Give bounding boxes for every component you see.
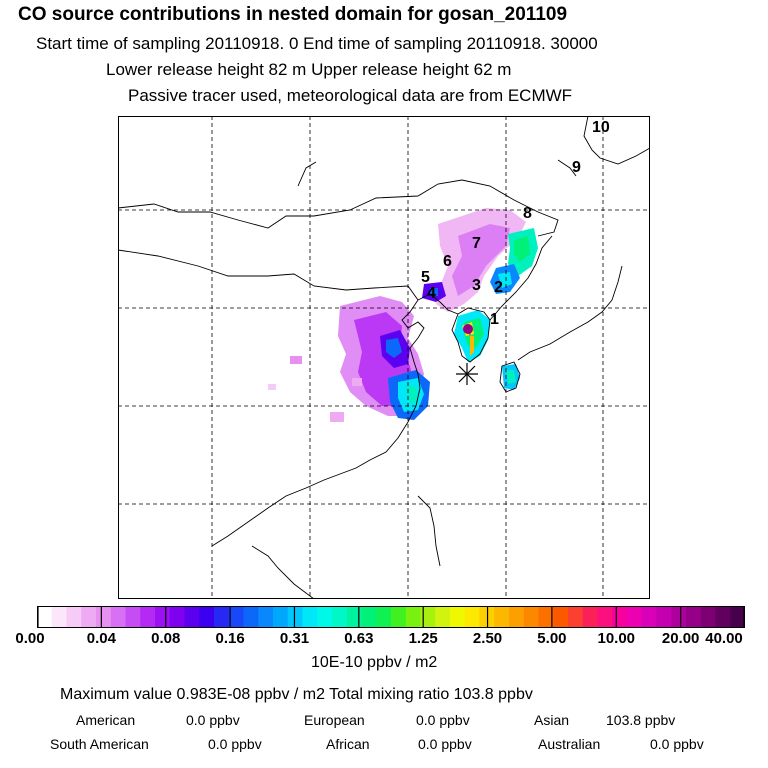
colorbar-swatch — [686, 606, 702, 628]
colorbar-swatch — [627, 606, 643, 628]
trajectory-labels: 1 2 3 4 5 6 7 8 9 10 — [421, 119, 610, 328]
colorbar-swatch — [435, 606, 451, 628]
colorbar-swatch — [169, 606, 185, 628]
colorbar-swatch — [494, 606, 510, 628]
release-height-line: Lower release height 82 m Upper release … — [106, 60, 512, 79]
colorbar-swatch — [66, 606, 82, 628]
colorbar-swatch — [582, 606, 598, 628]
colorbar-swatch — [420, 606, 436, 628]
colorbar-swatch — [37, 606, 53, 628]
colorbar-swatch — [184, 606, 200, 628]
colorbar-swatch — [700, 606, 716, 628]
colorbar-swatch — [730, 606, 745, 628]
colorbar-swatch — [140, 606, 156, 628]
sampling-time-line: Start time of sampling 20110918. 0 End t… — [36, 34, 598, 53]
colorbar-swatch — [317, 606, 333, 628]
figure-title: CO source contributions in nested domain… — [18, 4, 568, 25]
colorbar-swatch — [671, 606, 687, 628]
colorbar-tick-label: 2.50 — [472, 630, 503, 647]
colorbar-border — [37, 606, 745, 628]
colorbar-swatch — [273, 606, 289, 628]
colorbar-swatch — [450, 606, 466, 628]
colorbar-tick-label: 20.00 — [661, 630, 700, 647]
colorbar-swatch — [538, 606, 554, 628]
receptor-asterisk-marker — [456, 363, 478, 385]
region-south-american-label: South American — [50, 736, 149, 752]
region-south-american-value: 0.0 ppbv — [208, 736, 262, 752]
colorbar-swatch — [199, 606, 215, 628]
map-panel: 1 2 3 4 5 6 7 8 9 10 — [118, 116, 650, 599]
colorbar-swatch — [361, 606, 377, 628]
colorbar-swatch — [405, 606, 421, 628]
colorbar-tick-label: 0.08 — [151, 630, 181, 647]
colorbar-tick-label: 5.00 — [537, 630, 567, 647]
colorbar-swatch — [376, 606, 392, 628]
lat-lon-grid — [118, 116, 650, 599]
region-european-label: European — [304, 712, 365, 728]
colorbar-swatch — [258, 606, 274, 628]
region-european-value: 0.0 ppbv — [416, 712, 470, 728]
colorbar-swatch — [641, 606, 657, 628]
traj-label-8: 8 — [523, 205, 532, 222]
colorbar-swatch — [509, 606, 525, 628]
colorbar-swatch — [597, 606, 613, 628]
traj-label-9: 9 — [572, 159, 581, 176]
traj-label-4: 4 — [427, 285, 436, 302]
colorbar-swatch — [51, 606, 67, 628]
region-asian-value: 103.8 ppbv — [606, 712, 676, 728]
colorbar-swatch — [81, 606, 97, 628]
region-african-value: 0.0 ppbv — [418, 736, 472, 752]
region-african-label: African — [326, 736, 370, 752]
colorbar-tick-label: 0.16 — [215, 630, 245, 647]
tracer-info-line: Passive tracer used, meteorological data… — [128, 86, 573, 105]
colorbar-swatch — [715, 606, 731, 628]
colorbar — [37, 606, 745, 628]
colorbar-swatch — [214, 606, 230, 628]
colorbar-swatch — [523, 606, 539, 628]
colorbar-swatch — [110, 606, 126, 628]
colorbar-swatch — [612, 606, 628, 628]
region-american-label: American — [76, 712, 136, 728]
colorbar-tick-label: 0.31 — [279, 630, 310, 647]
colorbar-tick-label: 0.63 — [344, 630, 374, 647]
colorbar-units: 10E-10 ppbv / m2 — [311, 654, 438, 671]
traj-label-2: 2 — [494, 279, 503, 296]
max-value-line: Maximum value 0.983E-08 ppbv / m2 Total … — [60, 686, 533, 703]
colorbar-swatch — [553, 606, 569, 628]
colorbar-swatch — [346, 606, 362, 628]
colorbar-tick-label: 0.00 — [15, 630, 45, 647]
coastlines — [118, 116, 650, 599]
colorbar-swatch — [464, 606, 480, 628]
traj-label-5: 5 — [421, 269, 430, 286]
colorbar-swatch — [155, 606, 171, 628]
traj-label-7: 7 — [472, 235, 481, 252]
traj-label-10: 10 — [592, 119, 610, 136]
traj-label-3: 3 — [472, 277, 481, 294]
colorbar-swatch — [391, 606, 407, 628]
colorbar-swatch — [656, 606, 672, 628]
colorbar-swatch — [125, 606, 141, 628]
region-australian-label: Australian — [538, 736, 601, 752]
colorbar-swatch — [287, 606, 303, 628]
colorbar-swatch — [96, 606, 112, 628]
colorbar-tick-row: 0.00 0.04 0.08 0.16 0.31 0.63 1.25 2.50 5.00 10.0… — [0, 630, 768, 654]
region-asian-label: Asian — [534, 712, 570, 728]
traj-label-6: 6 — [443, 253, 452, 270]
colorbar-swatch — [228, 606, 244, 628]
colorbar-tick-label: 1.25 — [408, 630, 438, 647]
colorbar-tick-label: 10.00 — [597, 630, 636, 647]
traj-label-1: 1 — [490, 311, 499, 328]
colorbar-swatch — [302, 606, 318, 628]
region-australian-value: 0.0 ppbv — [650, 736, 704, 752]
colorbar-tick-label: 40.00 — [705, 630, 743, 647]
colorbar-swatch — [243, 606, 259, 628]
colorbar-swatch — [332, 606, 348, 628]
region-american-value: 0.0 ppbv — [186, 712, 240, 728]
colorbar-tick-label: 0.04 — [86, 630, 116, 647]
colorbar-swatch — [568, 606, 584, 628]
